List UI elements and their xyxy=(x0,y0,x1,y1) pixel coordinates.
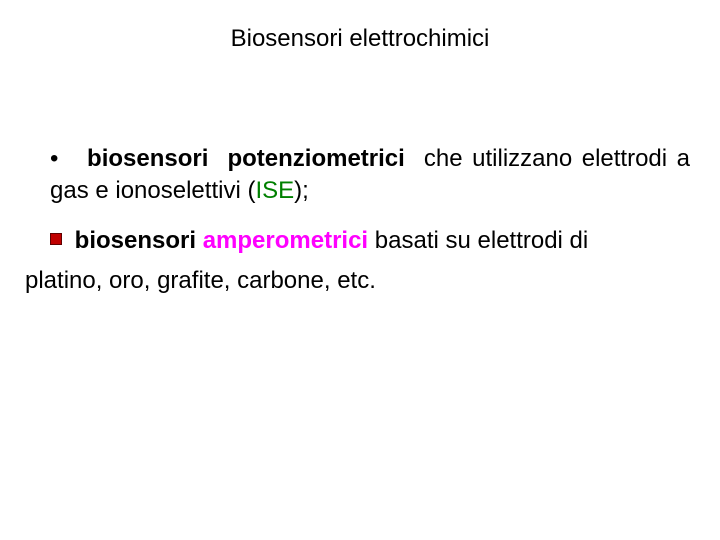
bullet-item-amperometric-line2: platino, oro, grafite, carbone, etc. xyxy=(25,262,690,300)
square-bullet-icon xyxy=(50,233,62,245)
text-close-paren: ); xyxy=(294,177,309,204)
slide: Biosensori elettrochimici • biosensori p… xyxy=(0,0,720,540)
bullet-item-amperometric: biosensori amperometrici basati su elett… xyxy=(50,222,690,260)
title-text: Biosensori elettrochimici xyxy=(231,25,490,52)
word-biosensori-1: biosensori xyxy=(87,145,208,172)
bullet-item-potentiometric: • biosensori potenziometrici che utilizz… xyxy=(50,143,690,208)
word-potenziometrici: potenziometrici xyxy=(227,145,404,172)
bullet-dot: • xyxy=(50,145,58,172)
word-amperometrici: amperometrici xyxy=(203,227,368,254)
word-biosensori-2: biosensori xyxy=(75,227,196,254)
slide-title: Biosensori elettrochimici xyxy=(30,25,690,53)
text-basati-line1: basati su elettrodi di xyxy=(375,227,588,254)
slide-body: • biosensori potenziometrici che utilizz… xyxy=(50,143,690,301)
text-basati-line2: platino, oro, grafite, carbone, etc. xyxy=(25,267,376,294)
text-ise: ISE xyxy=(255,177,294,204)
